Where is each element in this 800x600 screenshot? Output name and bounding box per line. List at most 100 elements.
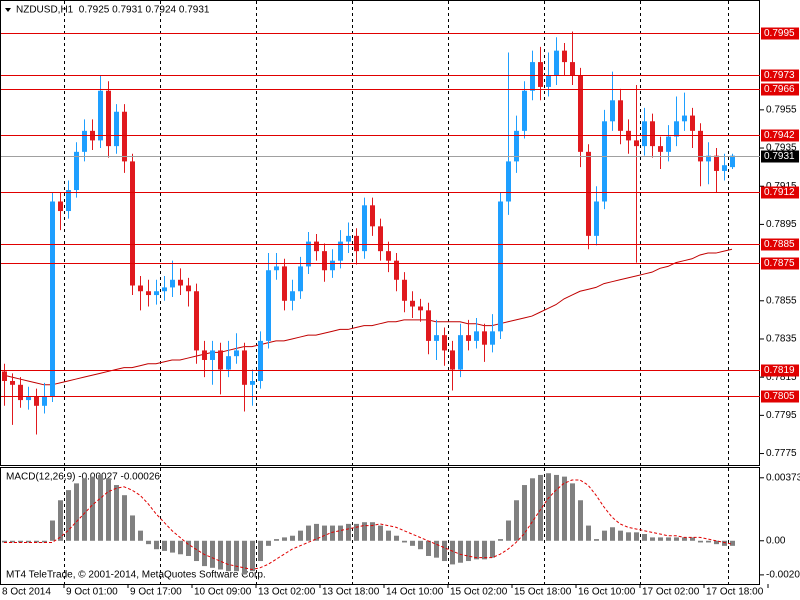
candle-body: [50, 201, 55, 397]
macd-bar: [242, 540, 247, 575]
candle-body: [586, 151, 591, 236]
macd-bar: [730, 540, 735, 546]
candle-body: [138, 285, 143, 292]
candle-body: [106, 90, 111, 147]
x-tick-label: 17 Oct 02:00: [642, 587, 700, 598]
candle-body: [18, 384, 23, 401]
macd-bar: [2, 540, 7, 543]
macd-bar: [578, 500, 583, 541]
y-tick-label: 0.7855: [766, 295, 797, 306]
x-tick-label: 9 Oct 17:00: [130, 587, 182, 598]
macd-bar: [626, 532, 631, 541]
macd-bar: [706, 540, 711, 543]
macd-bar: [258, 540, 263, 562]
macd-bar: [658, 537, 663, 541]
x-tick-label: 14 Oct 10:00: [386, 587, 444, 598]
macd-bar: [682, 537, 687, 541]
macd-bar: [226, 540, 231, 572]
candle-body: [314, 241, 319, 252]
level-label-box: [761, 390, 799, 403]
dropdown-icon[interactable]: [5, 8, 11, 12]
candle-body: [130, 161, 135, 286]
candle-body: [370, 205, 375, 227]
candle-body: [690, 115, 695, 131]
macd-bar: [506, 520, 511, 541]
candle-body: [218, 350, 223, 370]
macd-bar: [306, 525, 311, 541]
candle-body: [546, 75, 551, 87]
candle-body: [234, 350, 239, 357]
candle-body: [482, 331, 487, 345]
candle-body: [338, 241, 343, 261]
candle-body: [42, 396, 47, 406]
macd-bar: [18, 540, 23, 543]
y-tick-label: 0.7915: [766, 181, 797, 192]
candle-body: [74, 151, 79, 191]
level-label-box: [761, 186, 799, 199]
macd-bar: [634, 532, 639, 541]
macd-bar: [378, 525, 383, 541]
macd-bar: [650, 537, 655, 541]
macd-bar: [298, 530, 303, 541]
macd-bar: [314, 523, 319, 541]
candle-body: [258, 340, 263, 381]
copyright: MT4 TeleTrade, © 2001-2014, MetaQuotes S…: [6, 570, 266, 581]
candle-body: [282, 266, 287, 301]
x-tick-label: 13 Oct 02:00: [258, 587, 316, 598]
candle-body: [554, 50, 559, 76]
candle-body: [346, 235, 351, 242]
macd-bar: [722, 540, 727, 546]
macd-bar: [442, 540, 447, 562]
level-label: 0.7912: [764, 187, 795, 198]
macd-bar: [362, 522, 367, 541]
macd-bar: [290, 535, 295, 541]
macd-bar: [330, 525, 335, 541]
macd-bar: [106, 478, 111, 541]
x-tick-label: 10 Oct 09:00: [194, 587, 252, 598]
candle-body: [714, 155, 719, 171]
candle-body: [290, 291, 295, 301]
candle-body: [514, 130, 519, 162]
macd-bar: [434, 540, 439, 558]
y-tick-label: 0.7815: [766, 372, 797, 383]
level-label: 0.7995: [764, 28, 795, 39]
candle-body: [162, 287, 167, 292]
macd-bar: [282, 537, 287, 541]
macd-bar: [690, 537, 695, 541]
candle-body: [202, 350, 207, 360]
macd-bar: [370, 522, 375, 541]
macd-bar: [74, 483, 79, 541]
macd-bar: [210, 540, 215, 568]
level-label-box: [761, 129, 799, 142]
macd-bar: [714, 540, 719, 545]
macd-y-tick-label: 0.00373: [766, 472, 800, 483]
macd-bar: [170, 540, 175, 553]
candle-body: [306, 241, 311, 267]
macd-bar: [90, 476, 95, 541]
level-label: 0.7875: [764, 258, 795, 269]
macd-bar: [114, 485, 119, 541]
candle-body: [538, 62, 543, 87]
level-label-box: [761, 364, 799, 377]
macd-bar: [674, 537, 679, 541]
candle-body: [722, 165, 727, 171]
macd-bar: [594, 539, 599, 541]
macd-bar: [274, 539, 279, 541]
candle-body: [66, 190, 71, 212]
candle-body: [210, 350, 215, 360]
macd-bar: [146, 540, 151, 545]
x-tick-label: 13 Oct 18:00: [322, 587, 380, 598]
candle-body: [250, 380, 255, 385]
candle-body: [322, 251, 327, 271]
macd-panel: [0, 467, 760, 585]
macd-bar: [562, 476, 567, 541]
candle-body: [706, 155, 711, 162]
macd-bar: [402, 540, 407, 543]
main-panel: [0, 0, 760, 466]
candle-body: [522, 90, 527, 131]
candle-body: [274, 266, 279, 271]
candle-body: [34, 396, 39, 406]
macd-bar: [34, 540, 39, 543]
